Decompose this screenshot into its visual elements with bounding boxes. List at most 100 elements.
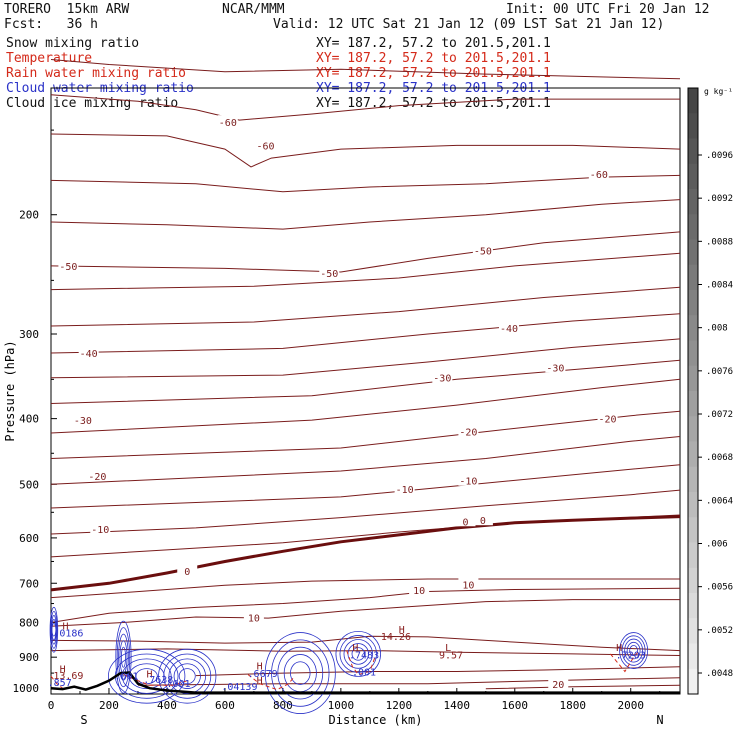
- isotherm-line: [50, 286, 681, 327]
- cloud-water-contour: [290, 661, 311, 685]
- colorbar-swatch: [688, 517, 698, 543]
- cloud-water-contour: [49, 606, 59, 653]
- y-tick-label: 500: [19, 478, 39, 491]
- isotherm-line: [50, 313, 681, 354]
- colorbar-swatch: [688, 492, 698, 518]
- isotherm-label-bg: [243, 610, 264, 623]
- isotherm-label: -10: [396, 485, 414, 496]
- isotherm-line: [50, 635, 681, 652]
- isotherm-label: 10: [413, 586, 425, 597]
- isotherm-label: 0: [462, 517, 468, 528]
- y-tick-label: 400: [19, 413, 39, 426]
- isotherm-label-bg: [72, 413, 93, 426]
- isotherm-label: 0: [184, 567, 190, 578]
- colorbar-swatch: [688, 441, 698, 468]
- colorbar-swatch: [688, 668, 698, 695]
- colorbar-label: .0048: [706, 669, 733, 679]
- colorbar-swatch: [688, 593, 698, 619]
- y-tick-label: 1000: [13, 682, 40, 695]
- extremum-label: .0186: [53, 628, 83, 639]
- cloud-water-contour: [107, 648, 186, 704]
- cloud-water-contour: [118, 633, 129, 681]
- x-tick-label: 1800: [560, 699, 587, 712]
- isotherm-label: -20: [459, 428, 477, 439]
- isotherm-line: [50, 199, 681, 230]
- isotherm-line: [50, 338, 681, 379]
- cloud-water-contour: [264, 632, 336, 714]
- isotherm-label: -40: [80, 349, 98, 360]
- y-tick-label: 800: [19, 617, 39, 630]
- x-tick-label: 1000: [328, 699, 355, 712]
- isotherm-line: [485, 684, 681, 690]
- isotherm-label: -10: [459, 477, 477, 488]
- isotherm-label: -40: [500, 324, 518, 335]
- colorbar-swatch: [688, 618, 698, 644]
- y-tick-label: 300: [19, 328, 39, 341]
- valid-time: Valid: 12 UTC Sat 21 Jan 12 (09 LST Sat …: [273, 17, 665, 32]
- extremum-label: 13.69: [53, 671, 83, 682]
- extremum-label: H: [352, 643, 358, 654]
- colorbar-swatch: [688, 365, 698, 392]
- cloud-water-contour: [121, 658, 172, 694]
- model-title: TORERO 15km ARW: [4, 2, 130, 17]
- x-tick-label: 1200: [386, 699, 413, 712]
- colorbar-label: .0052: [706, 626, 733, 636]
- isotherm-label: -20: [88, 472, 106, 483]
- isotherm-line: [50, 231, 681, 273]
- cloud-water-contour: [163, 653, 212, 699]
- isotherm-label-bg: [409, 582, 430, 595]
- extremum-label: H: [147, 670, 153, 681]
- colorbar-label: .0084: [706, 281, 733, 291]
- extremum-label: .7203: [616, 651, 646, 662]
- isotherm-line: [50, 174, 681, 193]
- rain-water-contour: [50, 675, 63, 689]
- colorbar-swatch: [688, 416, 698, 442]
- x-tick-label: 1600: [502, 699, 529, 712]
- extremum-label: H: [257, 676, 263, 687]
- extremum-label: H: [257, 662, 263, 673]
- extremum-label: .04139: [221, 682, 257, 693]
- isotherm-line: [50, 648, 681, 656]
- forecast-hour: Fcst: 36 h: [4, 17, 98, 32]
- colorbar-label: .0076: [706, 367, 733, 377]
- cloud-water-contour: [619, 632, 649, 669]
- cloud-water-contour: [51, 623, 57, 637]
- colorbar-swatch: [688, 290, 698, 316]
- isotherm-line: [50, 133, 681, 168]
- extremum-label: .001: [114, 672, 138, 683]
- north-end-label: N: [656, 713, 663, 727]
- cloud-water-contour: [624, 638, 644, 663]
- cloud-water-contour: [128, 663, 165, 689]
- isotherm-label: -60: [256, 141, 274, 152]
- isotherm-label-bg: [472, 243, 493, 256]
- rain-water-contour: [610, 650, 640, 673]
- cloud-water-contour: [277, 646, 324, 700]
- y-tick-label: 600: [19, 532, 39, 545]
- zero-isotherm-line: [50, 515, 681, 592]
- extremum-label: .001: [352, 668, 376, 679]
- colorbar-swatch: [688, 567, 698, 594]
- x-tick-label: 2000: [617, 699, 644, 712]
- x-tick-label: 600: [215, 699, 235, 712]
- field-label-temperature: Temperature: [6, 51, 93, 66]
- x-tick-label: 0: [48, 699, 55, 712]
- isotherm-label-bg: [58, 258, 79, 271]
- colorbar-swatch: [688, 88, 698, 114]
- colorbar-label: .0072: [706, 410, 733, 420]
- isotherm-label-bg: [319, 266, 340, 279]
- isotherm-label-bg: [458, 577, 479, 590]
- x-tick-label: 200: [99, 699, 119, 712]
- cloud-water-contour: [343, 639, 373, 669]
- colorbar-swatch: [688, 340, 698, 367]
- isotherm-label-bg: [78, 345, 99, 358]
- colorbar-label: .0056: [706, 583, 733, 593]
- isotherm-line: [50, 359, 681, 404]
- extremum-label: .001: [166, 679, 190, 690]
- cloud-water-contour: [629, 645, 638, 657]
- field-xy-snow: XY= 187.2, 57.2 to 201.5,201.1: [316, 36, 551, 51]
- extremum-label: 14.26: [381, 632, 411, 643]
- isotherm-line: [50, 378, 681, 434]
- cloud-water-contour: [168, 658, 207, 694]
- x-tick-label: 400: [157, 699, 177, 712]
